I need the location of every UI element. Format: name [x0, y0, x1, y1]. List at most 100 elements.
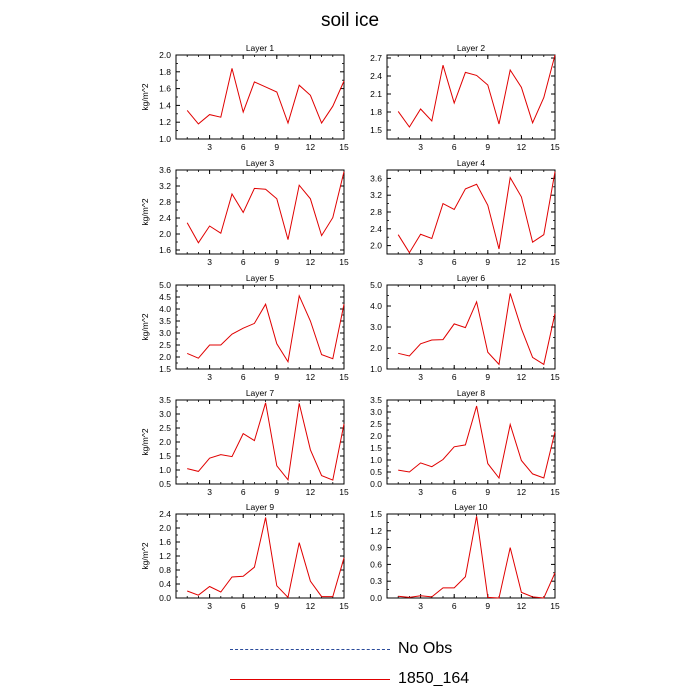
series-line-1850-164 [187, 402, 345, 482]
y-tick-label: 2.1 [370, 89, 382, 99]
legend-dashed-line-swatch [230, 649, 390, 650]
series-line-1850-164 [398, 516, 556, 599]
series-line-1850-164 [186, 171, 345, 244]
y-tick-label: 1.2 [159, 551, 171, 561]
panel-title: Layer 3 [246, 158, 275, 168]
x-tick-label: 12 [306, 257, 316, 267]
y-tick-label: 1.4 [159, 100, 171, 110]
y-tick-label: 0.5 [159, 479, 171, 489]
panel-title: Layer 4 [457, 158, 486, 168]
x-tick-label: 12 [517, 487, 527, 497]
x-tick-label: 3 [207, 601, 212, 611]
y-tick-label: 0.3 [370, 576, 382, 586]
panel-title: Layer 7 [246, 388, 275, 398]
legend-label: No Obs [398, 640, 453, 657]
legend-item-1850-164: 1850_164 [230, 668, 490, 692]
y-tick-label: 2.0 [370, 431, 382, 441]
y-tick-label: 2.4 [370, 71, 382, 81]
plot-frame [175, 513, 345, 599]
series-line-1850-164 [186, 68, 345, 125]
x-tick-label: 12 [306, 372, 316, 382]
panel-title: Layer 10 [454, 502, 487, 512]
x-tick-label: 12 [306, 601, 316, 611]
x-tick-label: 15 [550, 142, 560, 152]
y-tick-label: 2.0 [370, 241, 382, 251]
panel-layer-3: Layer 3 kg/m^2 3 6 9 12 15 1.6 2.0 2.4 2.8 3.2 3.6 [140, 158, 349, 267]
y-tick-label: 3.0 [159, 328, 171, 338]
x-tick-label: 3 [207, 257, 212, 267]
panel-layer-5: Layer 5 kg/m^2 3 6 9 12 15 1.5 2.0 2.5 3.0 3.5 4.0 4.… [140, 273, 349, 382]
x-tick-label: 15 [550, 601, 560, 611]
y-tick-label: 3.0 [159, 409, 171, 419]
x-tick-label: 6 [241, 487, 246, 497]
y-tick-label: 3.5 [159, 395, 171, 405]
legend-item-no-obs: No Obs [230, 638, 490, 662]
y-tick-label: 2.0 [159, 523, 171, 533]
x-tick-label: 6 [241, 257, 246, 267]
x-tick-label: 6 [241, 372, 246, 382]
x-tick-label: 12 [306, 487, 316, 497]
series-line-1850-164 [398, 405, 556, 480]
panel-title: Layer 1 [246, 43, 275, 53]
y-tick-label: 2.0 [159, 50, 171, 60]
y-axis-label: kg/m^2 [140, 83, 150, 110]
x-tick-label: 6 [452, 487, 457, 497]
plot-frame [386, 399, 556, 485]
x-tick-label: 15 [339, 372, 349, 382]
y-tick-label: 3.6 [159, 165, 171, 175]
x-tick-label: 3 [418, 142, 423, 152]
y-tick-label: 4.5 [159, 292, 171, 302]
panel-layer-8: Layer 8 3 6 9 12 15 0.0 0.5 1.0 1.5 2.0 2.5 3.0 3.5 [370, 388, 560, 497]
panel-layer-10: Layer 10 3 6 9 12 15 0.0 0.3 0.6 0.9 1.2 1.5 [370, 502, 560, 611]
panel-title: Layer 6 [457, 273, 486, 283]
x-tick-label: 9 [274, 601, 279, 611]
x-tick-label: 6 [452, 372, 457, 382]
y-tick-label: 3.6 [370, 173, 382, 183]
y-tick-label: 1.5 [370, 125, 382, 135]
y-tick-label: 1.0 [159, 465, 171, 475]
x-tick-label: 9 [274, 257, 279, 267]
y-tick-label: 1.0 [370, 364, 382, 374]
x-tick-label: 12 [517, 142, 527, 152]
y-tick-label: 2.8 [159, 197, 171, 207]
x-tick-label: 15 [550, 487, 560, 497]
x-tick-label: 12 [517, 257, 527, 267]
x-tick-label: 6 [452, 142, 457, 152]
panel-title: Layer 2 [457, 43, 486, 53]
panel-layer-2: Layer 2 3 6 9 12 15 1.5 1.8 2.1 2.4 2.7 [370, 43, 560, 152]
panel-layer-4: Layer 4 3 6 9 12 15 2.0 2.4 2.8 3.2 3.6 [370, 158, 560, 267]
x-tick-label: 9 [485, 142, 490, 152]
y-tick-label: 4.0 [370, 301, 382, 311]
y-axis-label: kg/m^2 [140, 313, 150, 340]
y-tick-label: 2.0 [159, 229, 171, 239]
y-tick-label: 2.4 [370, 224, 382, 234]
x-tick-label: 15 [550, 372, 560, 382]
x-tick-label: 6 [452, 601, 457, 611]
y-tick-label: 1.6 [159, 537, 171, 547]
plot-frame [386, 54, 556, 140]
x-tick-label: 9 [274, 487, 279, 497]
y-tick-label: 1.5 [159, 451, 171, 461]
panel-title: Layer 8 [457, 388, 486, 398]
y-tick-label: 1.2 [370, 526, 382, 536]
y-tick-label: 1.6 [159, 84, 171, 94]
x-tick-label: 3 [207, 142, 212, 152]
y-tick-label: 3.5 [370, 395, 382, 405]
x-tick-label: 12 [306, 142, 316, 152]
series-line-1850-164 [397, 54, 556, 128]
series-line-1850-164 [187, 517, 345, 599]
y-tick-label: 3.0 [370, 322, 382, 332]
x-tick-label: 3 [418, 601, 423, 611]
y-tick-label: 0.8 [159, 565, 171, 575]
x-tick-label: 6 [241, 142, 246, 152]
y-tick-label: 0.0 [370, 593, 382, 603]
y-tick-label: 1.5 [370, 443, 382, 453]
y-tick-label: 2.4 [159, 213, 171, 223]
y-tick-label: 1.8 [159, 67, 171, 77]
panel-layer-9: Layer 9 kg/m^2 3 6 9 12 15 0.0 0.4 0.8 1.2 1.6 2.0 2.… [140, 502, 349, 611]
y-tick-label: 3.5 [159, 316, 171, 326]
x-tick-label: 3 [418, 257, 423, 267]
x-tick-label: 15 [339, 487, 349, 497]
series-line-1850-164 [187, 294, 345, 364]
